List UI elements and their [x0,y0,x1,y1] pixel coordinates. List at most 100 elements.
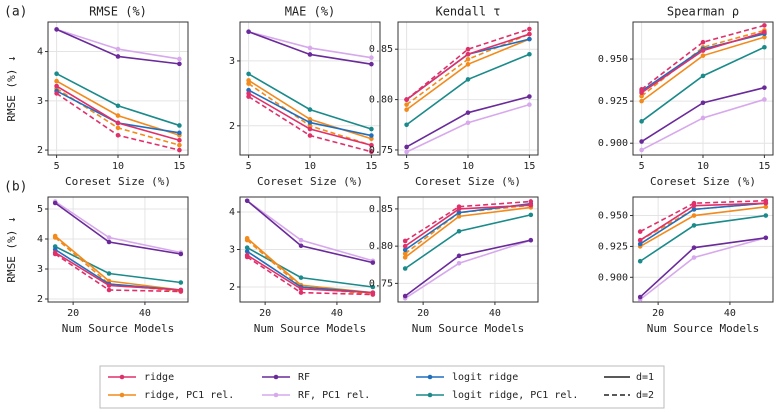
y-tick-label: 0.950 [598,54,628,65]
point [763,198,769,204]
point [639,98,644,104]
x-tick-label: 10 [112,161,124,172]
y-tick-label: 2 [37,145,43,156]
y-tick-label: 3 [229,56,235,67]
point [115,120,121,126]
point [369,55,374,60]
point [106,271,112,276]
point [54,91,59,96]
point [246,78,251,83]
point [307,52,313,57]
point [54,27,59,32]
point [700,48,706,53]
panel-title: RMSE (%) [89,5,147,19]
series-line [404,239,532,299]
x-tick-label: 5 [639,161,645,172]
y-tick-label: 2 [37,294,43,305]
point [369,126,374,132]
y-tick-label: 4 [37,234,43,245]
point [762,29,767,35]
point [402,238,408,244]
x-tick-label: 15 [523,161,535,172]
plot-frame [397,196,539,303]
point [307,45,313,51]
x-tick-label: 40 [139,308,151,319]
point [177,147,182,153]
point [465,56,471,62]
point [465,51,471,57]
point [402,293,408,299]
point [370,284,376,290]
y-tick-label: 4 [229,207,235,218]
point [54,83,59,89]
point [115,113,121,118]
point [637,241,643,247]
plot-frame [47,196,189,303]
point [456,210,462,215]
point [762,34,767,40]
point [691,255,697,260]
point [762,97,767,102]
point [177,142,182,148]
point [528,237,534,243]
y-tick-label: 0.900 [598,138,628,149]
y-tick-label: 0.925 [598,241,628,252]
point [691,213,697,218]
point [54,78,59,84]
legend-label: RF [298,372,310,383]
point [762,85,767,90]
panel-title: Kendall τ [435,5,500,19]
legend-style-label: d=1 [636,372,654,383]
point [465,110,471,115]
x-tick-label: 40 [489,308,501,319]
point [115,132,121,138]
x-tick-label: 10 [697,161,709,172]
point [244,245,250,250]
legend-marker [427,374,433,380]
point [177,123,182,128]
legend-marker [119,374,125,380]
point [763,204,769,210]
point [178,289,184,294]
x-tick-label: 5 [54,161,60,172]
panel-label: (b) [4,180,27,195]
x-tick-label: 20 [67,308,79,319]
point [246,91,251,96]
x-tick-label: 15 [365,161,377,172]
point [639,139,644,144]
point [307,107,313,112]
point [700,100,706,106]
point [637,258,643,264]
point [106,283,112,288]
point [456,260,462,266]
point [177,137,182,143]
x-tick-label: 40 [724,308,736,319]
x-axis-label: Coreset Size (%) [415,175,521,188]
point [307,117,313,122]
point [639,93,644,99]
point [404,122,409,128]
point [54,71,59,77]
series-line [641,29,765,97]
point [465,77,471,82]
point [246,71,251,77]
y-tick-label: 0.85 [369,44,393,55]
point [456,228,462,234]
point [465,120,471,126]
plot-frame [239,21,381,156]
point [307,133,313,138]
point [307,120,313,125]
point [762,23,767,28]
y-axis-label: RMSE (%) ↓ [5,55,18,121]
point [244,198,250,204]
y-axis-label: RMSE (%) ↓ [5,216,18,282]
point [369,142,374,148]
point [106,287,112,293]
point [691,223,697,228]
y-tick-label: 0.85 [369,204,393,215]
point [700,53,706,58]
point [527,36,532,42]
point [52,235,58,240]
point [528,199,534,204]
